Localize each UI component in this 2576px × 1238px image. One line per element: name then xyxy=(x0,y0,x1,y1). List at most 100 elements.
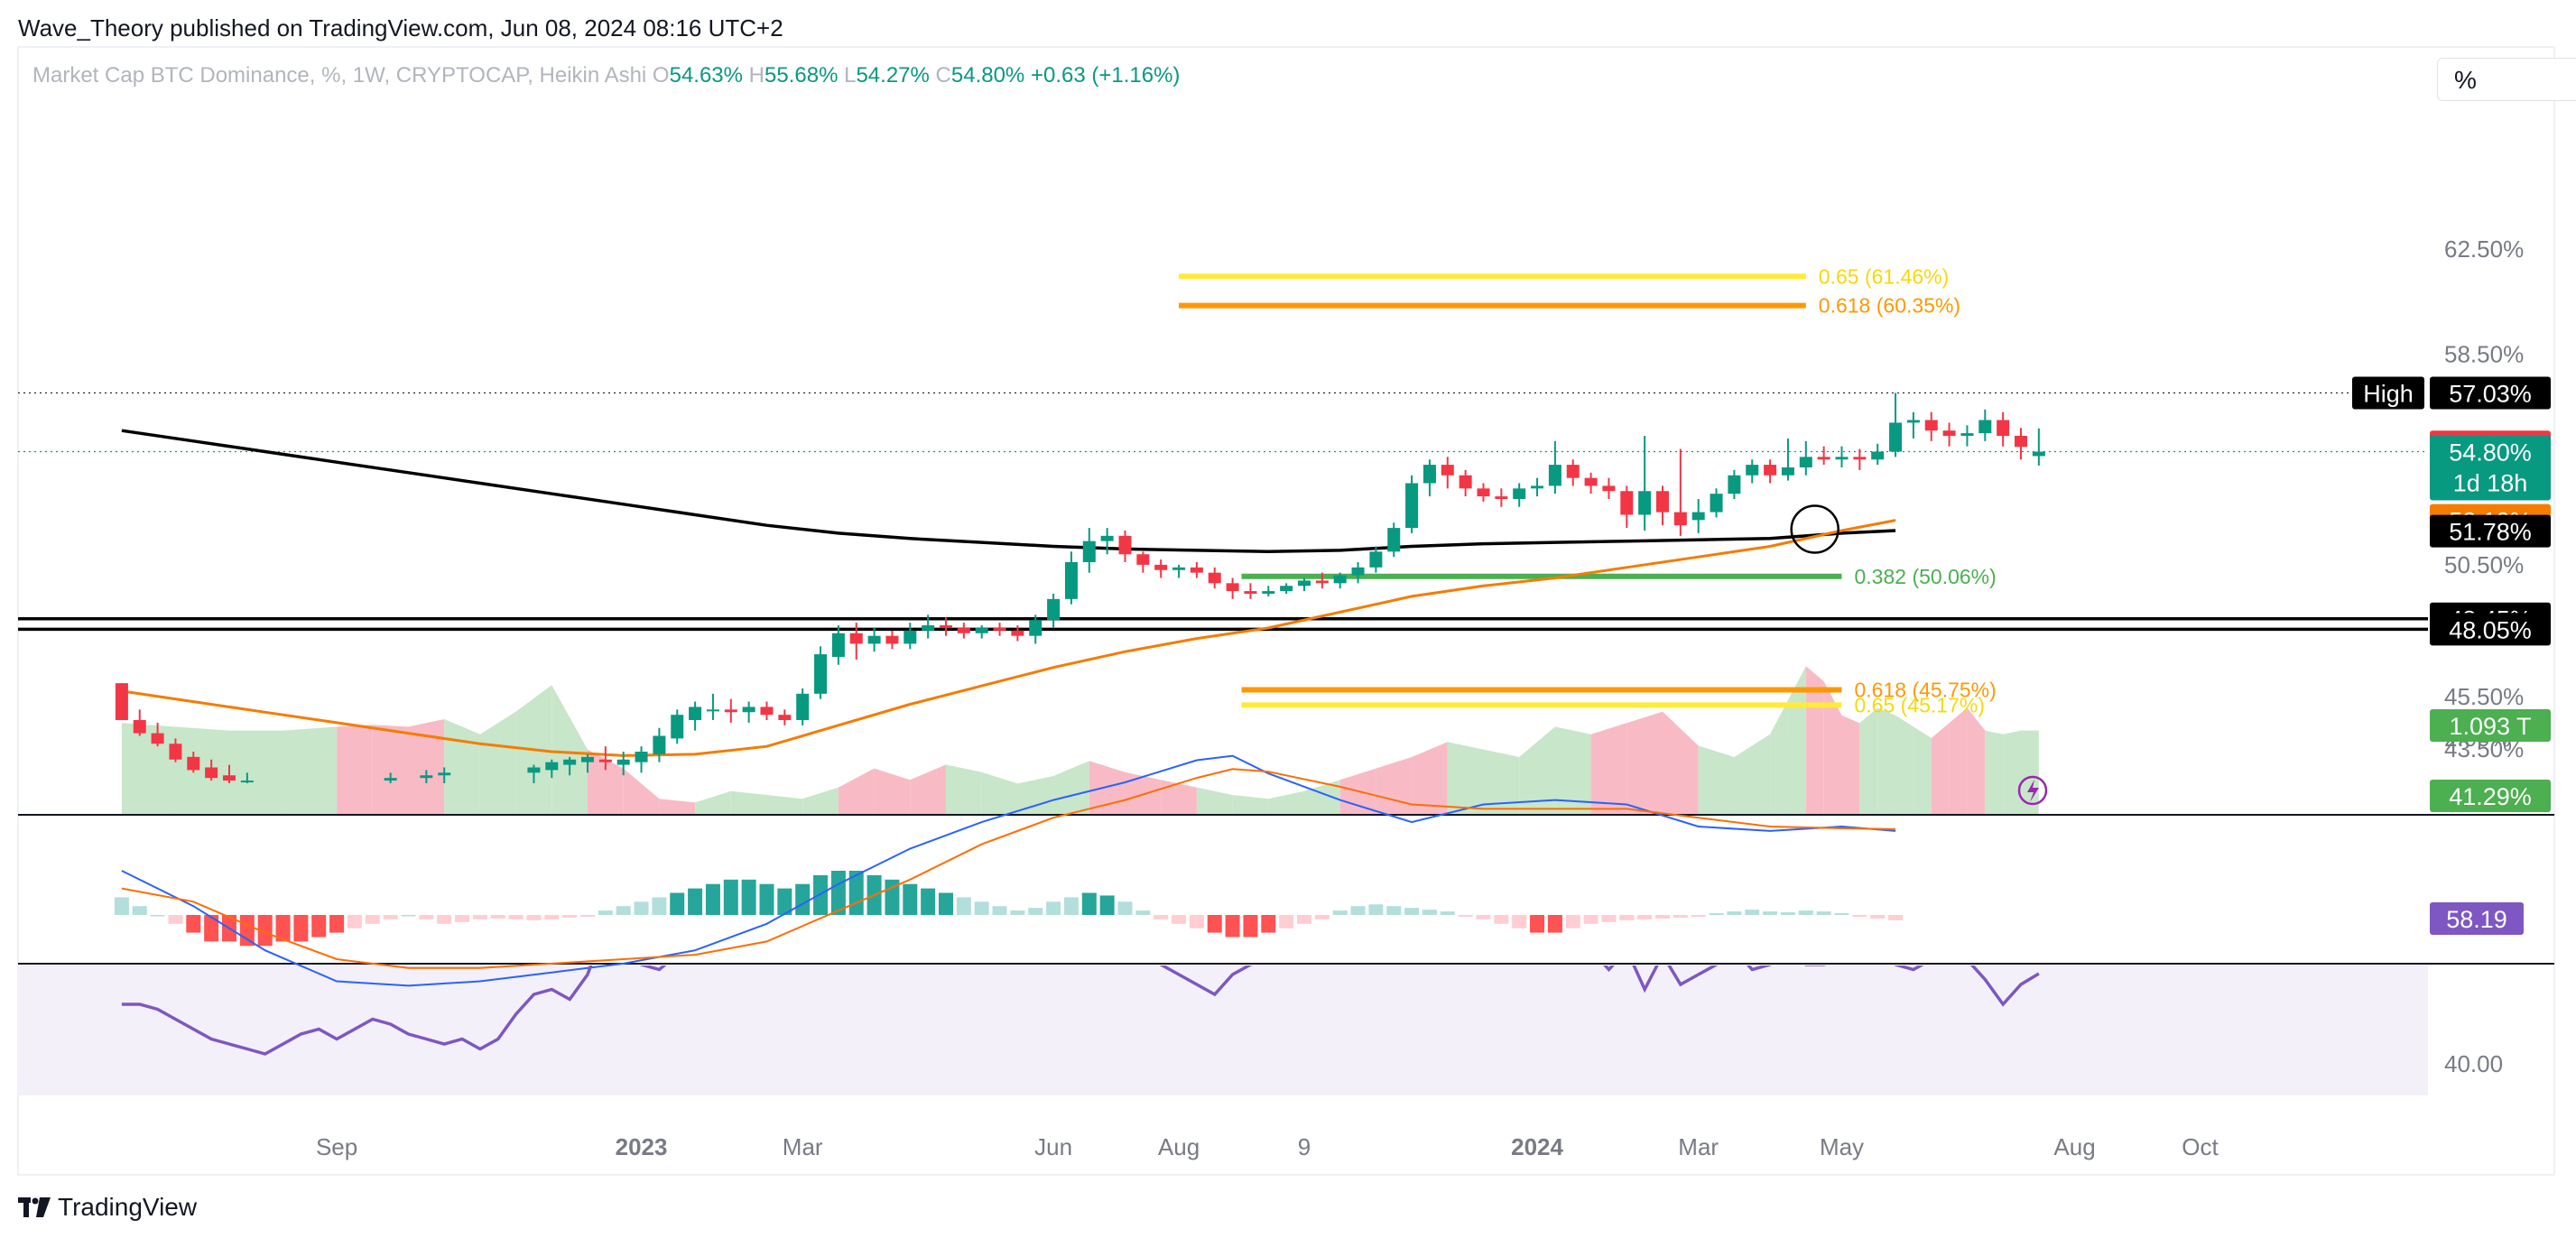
candle xyxy=(1656,485,1669,526)
volume-segment xyxy=(1590,723,1627,814)
candle xyxy=(1351,562,1365,584)
candle-body xyxy=(1280,586,1293,592)
open-value: 54.63% xyxy=(669,63,743,88)
volume-segment xyxy=(1663,711,1699,814)
candle-body xyxy=(1136,554,1150,565)
macd-histogram-bar xyxy=(132,906,147,915)
candle-body xyxy=(1817,457,1830,460)
macd-histogram-bar xyxy=(1512,915,1527,928)
candle-body xyxy=(1531,485,1544,489)
volume-segment xyxy=(121,723,176,814)
macd-histogram-bar xyxy=(186,915,201,933)
macd-histogram-bar xyxy=(1368,904,1384,915)
macd-histogram-bar xyxy=(1081,892,1097,915)
candle-body xyxy=(1262,591,1275,594)
volume-segment xyxy=(1823,681,1842,814)
candle xyxy=(1082,528,1096,573)
macd-histogram-bar xyxy=(1207,915,1222,933)
macd-histogram-bar xyxy=(455,915,470,922)
volume-segment xyxy=(981,771,1018,814)
candle-body xyxy=(849,633,863,644)
candle-body xyxy=(1422,465,1436,484)
candle-body xyxy=(1333,575,1347,584)
volume-segment xyxy=(659,799,696,814)
candle-body xyxy=(1064,562,1078,599)
candle-body xyxy=(1226,583,1239,592)
alert-icon[interactable] xyxy=(2017,775,2048,806)
percent-scale-button[interactable]: % xyxy=(2437,58,2576,101)
tradingview-brand[interactable]: TradingView xyxy=(18,1193,197,1222)
volume-segment xyxy=(2003,730,2021,814)
candle xyxy=(653,727,666,762)
volume-segment xyxy=(1447,742,1484,814)
volume-segment xyxy=(1519,726,1555,814)
macd-histogram-bar xyxy=(508,915,524,919)
price-tag-bg xyxy=(2430,435,2551,501)
macd-histogram-bar xyxy=(1637,915,1653,919)
macd-histogram-bar xyxy=(1117,901,1133,915)
volume-segment xyxy=(1985,730,2004,814)
price-tag-label: 51.78% xyxy=(2449,519,2532,546)
candle xyxy=(545,759,559,779)
macd-histogram-bar xyxy=(311,915,327,938)
macd-line xyxy=(121,754,1896,987)
macd-histogram-bar xyxy=(275,915,291,942)
ema-short-line xyxy=(121,519,1896,757)
candles xyxy=(115,393,2045,783)
candle-body xyxy=(1405,483,1419,529)
x-tick-label: 2023 xyxy=(616,1133,668,1160)
volume-segment xyxy=(551,685,588,814)
price-tag-bg xyxy=(2430,709,2551,742)
markers xyxy=(2017,775,2048,806)
price-tag-bg xyxy=(2430,613,2551,646)
candle-body xyxy=(706,709,719,712)
macd-histogram-bar xyxy=(293,915,309,942)
signal-line xyxy=(121,768,1896,969)
candle-body xyxy=(831,633,845,657)
price-tag-label: 41.29% xyxy=(2449,783,2532,810)
volume-segment xyxy=(1554,726,1591,814)
candle xyxy=(1136,551,1150,573)
candle-body xyxy=(1154,564,1168,570)
macd-histogram-bar xyxy=(634,901,649,915)
candle xyxy=(1029,614,1042,644)
candle-body xyxy=(1477,488,1490,497)
price-tag-bg xyxy=(2430,780,2551,812)
macd-histogram-bar xyxy=(1709,913,1724,915)
change-value: +0.63 (+1.16%) xyxy=(1030,63,1181,88)
macd-histogram-bar xyxy=(526,915,542,920)
candle xyxy=(1441,457,1454,489)
volume-segment xyxy=(1770,700,1788,814)
symbol-description[interactable]: Market Cap BTC Dominance, %, 1W, CRYPTOC… xyxy=(32,63,647,88)
y-tick-label: 62.50% xyxy=(2444,236,2524,263)
candle-body xyxy=(1047,598,1061,621)
macd-histogram-bar xyxy=(490,915,505,919)
candle xyxy=(1673,448,1687,536)
candle xyxy=(940,617,952,636)
macd-histogram-bar xyxy=(114,897,129,915)
volume-segment xyxy=(730,790,767,814)
candle xyxy=(1172,564,1186,578)
candle xyxy=(1011,625,1024,642)
macd-histogram-bar xyxy=(974,901,989,915)
candle-body xyxy=(1566,465,1580,478)
volume-segment xyxy=(1125,771,1162,814)
chart-legend: Market Cap BTC Dominance, %, 1W, CRYPTOC… xyxy=(32,63,1180,88)
volume-segment xyxy=(623,768,660,814)
macd-histogram-bar xyxy=(1243,915,1258,938)
candle-body xyxy=(1835,457,1849,460)
publisher-line: Wave_Theory published on TradingView.com… xyxy=(18,14,783,42)
price-tag: 41.29% xyxy=(2430,780,2551,812)
candle xyxy=(1262,586,1275,596)
y-tick-label: 50.50% xyxy=(2444,551,2524,578)
macd-histogram-bar xyxy=(1870,915,1886,919)
volume-segment xyxy=(1931,723,1950,814)
macd-histogram-bar xyxy=(1780,912,1795,915)
reference-lines xyxy=(18,392,2428,632)
macd-histogram-bar xyxy=(204,915,219,942)
candle xyxy=(1942,422,1956,447)
candle xyxy=(527,764,541,783)
high-note-label: High xyxy=(2363,380,2414,407)
candle-body xyxy=(1244,591,1257,594)
